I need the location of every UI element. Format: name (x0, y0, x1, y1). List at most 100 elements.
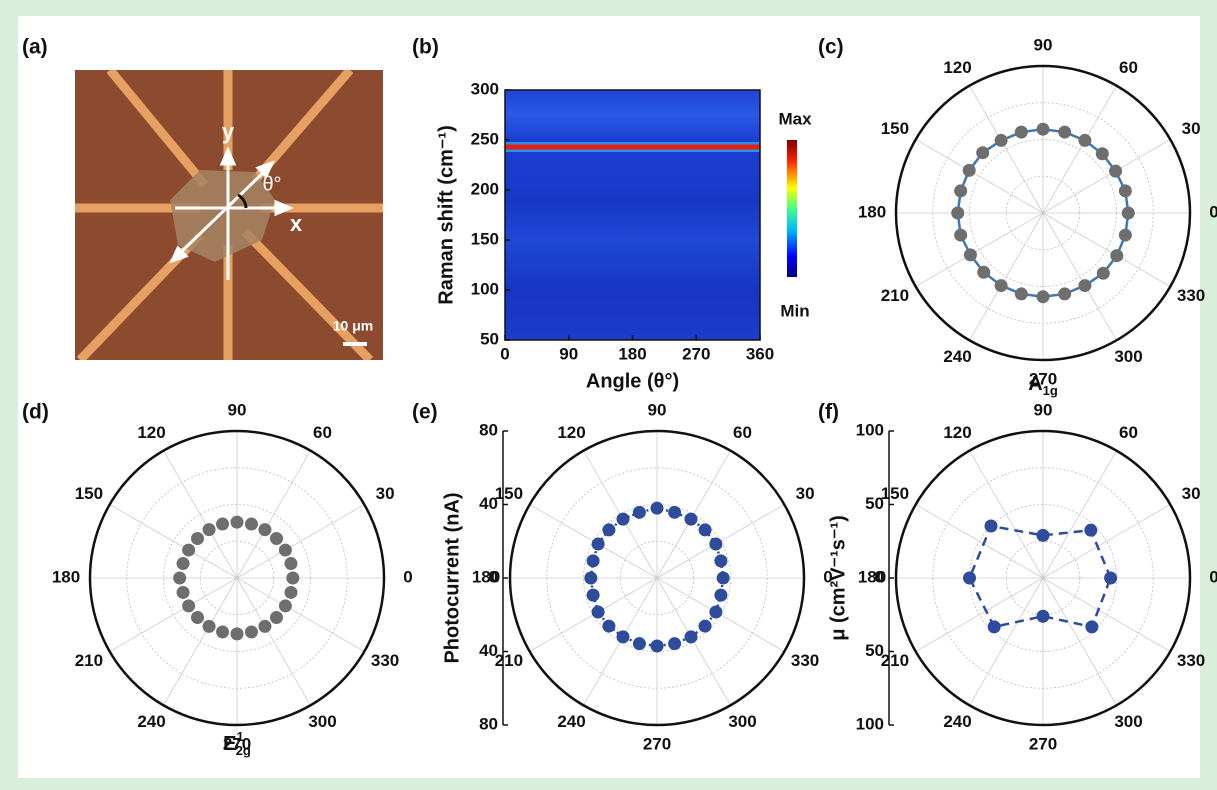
label-sub: 2g (236, 743, 251, 758)
data-point (651, 502, 664, 515)
data-point (717, 572, 730, 585)
angle-tick-label: 150 (75, 484, 103, 503)
angle-tick-label: 30 (1182, 119, 1201, 138)
data-point (245, 518, 258, 531)
angle-tick-label: 30 (1182, 484, 1201, 503)
angle-tick-label: 60 (1119, 58, 1138, 77)
data-point (584, 572, 597, 585)
data-point (203, 620, 216, 633)
data-point (988, 620, 1001, 633)
angle-tick-label: 120 (137, 423, 165, 442)
data-point (258, 620, 271, 633)
r-tick-label: 80 (479, 714, 498, 733)
data-point (1078, 134, 1091, 147)
angle-tick-label: 210 (881, 651, 909, 670)
x-tick-label: 0 (500, 344, 509, 363)
r-tick-label: 50 (865, 494, 884, 513)
panel-label: (e) (412, 401, 438, 424)
data-point (1110, 249, 1123, 262)
angle-tick-label: 270 (643, 734, 671, 753)
angle-tick-label: 210 (881, 286, 909, 305)
data-point (699, 620, 712, 633)
angle-tick-label: 300 (728, 712, 756, 731)
page: (a) y x θ° 10 μm (b)09018027036050100150… (0, 0, 1217, 790)
colorbar-label: Max (778, 109, 812, 128)
data-point (964, 248, 977, 261)
data-point (286, 572, 299, 585)
data-point (602, 620, 615, 633)
data-point (714, 589, 727, 602)
heatmap-background (505, 90, 760, 340)
data-point (1015, 126, 1028, 139)
data-point (1078, 279, 1091, 292)
data-point (284, 586, 297, 599)
data-point (216, 518, 229, 531)
data-point (651, 639, 664, 652)
y-tick-label: 100 (471, 279, 499, 298)
peak-band (505, 145, 760, 150)
data-point (191, 611, 204, 624)
data-point (617, 630, 630, 643)
angle-label: θ° (262, 173, 281, 195)
x-tick-label: 90 (559, 344, 578, 363)
data-point (1015, 287, 1028, 300)
data-point (182, 544, 195, 557)
data-point (270, 611, 283, 624)
angle-tick-label: 330 (791, 651, 819, 670)
data-point (173, 572, 186, 585)
data-point (951, 207, 964, 220)
angle-tick-label: 180 (858, 202, 886, 221)
r-tick-label: 40 (479, 494, 498, 513)
data-point (1097, 267, 1110, 280)
label-sub: 1g (1043, 383, 1058, 398)
data-point (279, 544, 292, 557)
angle-tick-label: 30 (376, 484, 395, 503)
data-point (1058, 287, 1071, 300)
data-point (258, 523, 271, 536)
r-tick-label: 80 (479, 420, 498, 439)
data-point (216, 625, 229, 638)
angle-tick-label: 240 (557, 712, 585, 731)
data-point (633, 506, 646, 519)
data-point (1037, 610, 1050, 623)
angle-tick-label: 30 (796, 484, 815, 503)
data-point (995, 279, 1008, 292)
angle-tick-label: 240 (943, 712, 971, 731)
data-point (177, 586, 190, 599)
data-point (976, 146, 989, 159)
colorbar (787, 140, 797, 277)
y-tick-label: 250 (471, 129, 499, 148)
panel-label: (c) (818, 36, 844, 59)
colorbar-label: Min (780, 301, 809, 320)
angle-tick-label: 330 (1177, 651, 1205, 670)
data-point (709, 605, 722, 618)
angle-tick-label: 300 (1114, 712, 1142, 731)
angle-tick-label: 120 (943, 58, 971, 77)
y-tick-label: 50 (480, 329, 499, 348)
x-axis-label: Angle (θ°) (586, 370, 679, 392)
data-point (963, 164, 976, 177)
data-point (1096, 147, 1109, 160)
data-point (633, 637, 646, 650)
r-tick-label: 100 (856, 420, 884, 439)
angle-tick-label: 120 (943, 423, 971, 442)
panel-label: (a) (22, 36, 48, 59)
scale-bar-label: 10 μm (333, 318, 373, 334)
data-point (699, 523, 712, 536)
data-point (1037, 290, 1050, 303)
angle-tick-label: 150 (881, 119, 909, 138)
label-main: A (1028, 373, 1042, 395)
data-point (279, 599, 292, 612)
r-tick-label: 0 (489, 567, 498, 586)
angle-tick-label: 330 (371, 651, 399, 670)
data-point (1058, 126, 1071, 139)
label-sup: 1 (236, 729, 243, 744)
x-tick-label: 360 (746, 344, 774, 363)
data-point (1109, 165, 1122, 178)
angle-tick-label: 0 (1209, 567, 1217, 586)
angle-tick-label: 150 (495, 484, 523, 503)
panel-label: (d) (22, 401, 49, 424)
data-point (1084, 524, 1097, 537)
data-point (191, 532, 204, 545)
data-point (954, 184, 967, 197)
